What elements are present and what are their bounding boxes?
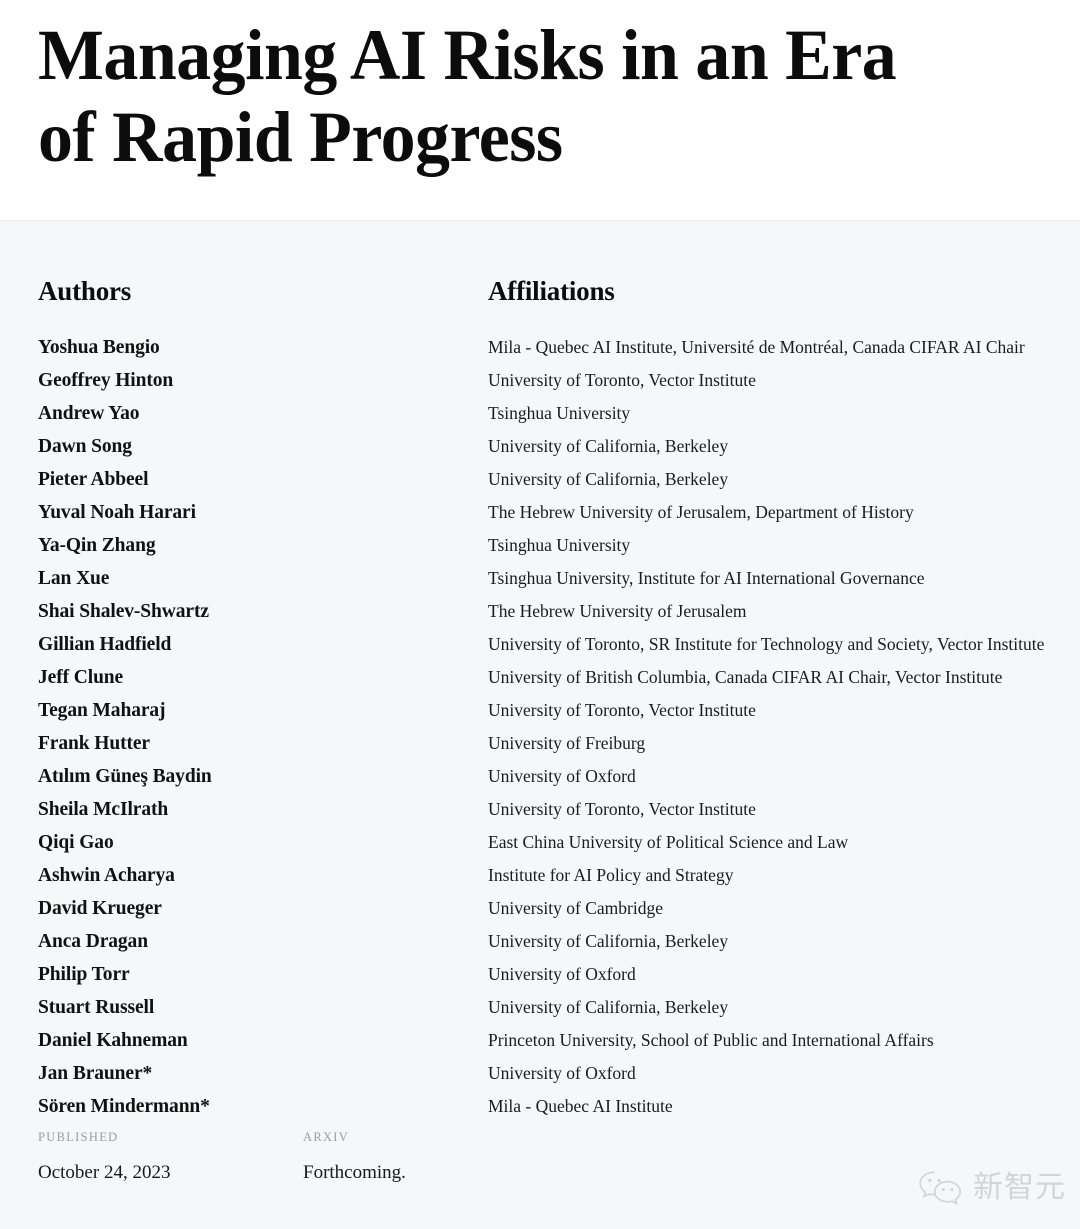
author-name: Andrew Yao [38,403,140,424]
author-affiliation: University of Freiburg [488,733,646,753]
paper-metadata: PUBLISHED October 24, 2023 ARXIV Forthco… [38,1129,1042,1185]
author-affiliation: University of Oxford [488,1063,636,1083]
author-affiliation: Princeton University, School of Public a… [488,1030,934,1050]
author-name: Yoshua Bengio [38,337,160,358]
author-name: Daniel Kahneman [38,1030,188,1051]
author-name: Philip Torr [38,964,130,985]
author-row: Ya-Qin Zhang Tsinghua University [38,529,1042,562]
author-row: Gillian Hadfield University of Toronto, S… [38,628,1045,661]
author-row: Atılım Güneş Baydin University of Oxford [38,760,1042,793]
author-name: Gillian Hadfield [38,634,172,655]
authors-column-heading: Authors [38,276,132,306]
author-affiliation: University of British Columbia, Canada C… [488,667,1003,687]
author-affiliation: University of Toronto, Vector Institute [488,370,756,390]
arxiv-block: ARXIV Forthcoming. [303,1129,406,1185]
author-name: Sheila McIlrath [38,799,169,820]
author-row: Sheila McIlrath University of Toronto, Ve… [38,793,1042,826]
author-name: Stuart Russell [38,997,155,1018]
author-affiliation: University of California, Berkeley [488,436,729,456]
author-name: Shai Shalev-Shwartz [38,601,209,622]
author-name: Sören Mindermann* [38,1096,210,1117]
author-name: Dawn Song [38,436,132,457]
author-row: Yoshua Bengio Mila - Quebec AI Institute,… [38,331,1042,364]
author-row: David Krueger University of Cambridge [38,892,1042,925]
author-name: Qiqi Gao [38,832,114,853]
published-label: PUBLISHED [38,1130,119,1144]
author-affiliation: Tsinghua University [488,535,631,555]
author-affiliation: University of Cambridge [488,898,663,918]
author-name: David Krueger [38,898,162,919]
author-name: Geoffrey Hinton [38,370,174,391]
author-name: Frank Hutter [38,733,150,754]
author-name: Tegan Maharaj [38,700,166,721]
published-block: PUBLISHED October 24, 2023 [38,1129,303,1185]
column-headings: Authors Affiliations [38,221,1042,307]
author-name: Anca Dragan [38,931,148,952]
author-affiliation: University of Toronto, Vector Institute [488,700,756,720]
author-name: Ya-Qin Zhang [38,535,156,556]
author-affiliation: University of California, Berkeley [488,931,729,951]
arxiv-label: ARXIV [303,1130,350,1144]
author-row: Daniel Kahneman Princeton University, Sch… [38,1024,1042,1057]
author-row: Stuart Russell University of California, … [38,991,1042,1024]
author-affiliation: Tsinghua University, Institute for AI In… [488,568,925,588]
author-list: Yoshua Bengio Mila - Quebec AI Institute,… [38,307,1045,1123]
author-affiliation: East China University of Political Scien… [488,832,849,852]
author-row: Shai Shalev-Shwartz The Hebrew University… [38,595,1042,628]
arxiv-value: Forthcoming. [303,1162,406,1183]
author-affiliation: Mila - Quebec AI Institute, Université d… [488,337,1025,357]
author-affiliation: University of Oxford [488,766,636,786]
author-row: Andrew Yao Tsinghua University [38,397,1042,430]
author-row: Philip Torr University of Oxford [38,958,1042,991]
author-row: Pieter Abbeel University of California, B… [38,463,1042,496]
author-row: Frank Hutter University of Freiburg [38,727,1042,760]
affiliations-column-heading: Affiliations [488,276,615,306]
author-affiliation: Institute for AI Policy and Strategy [488,865,734,885]
author-name: Lan Xue [38,568,110,589]
page-title: Managing AI Risks in an Era of Rapid Pro… [38,15,897,177]
author-affiliation: Mila - Quebec AI Institute [488,1096,673,1116]
author-affiliation: University of Toronto, Vector Institute [488,799,756,819]
author-affiliation: The Hebrew University of Jerusalem, Depa… [488,502,914,522]
author-name: Jan Brauner* [38,1063,153,1084]
author-row: Yuval Noah Harari The Hebrew University o… [38,496,1042,529]
author-row: Jan Brauner* University of Oxford [38,1057,1042,1090]
author-affiliation: University of Toronto, SR Institute for … [488,634,1045,654]
author-affiliation: Tsinghua University [488,403,631,423]
author-name: Jeff Clune [38,667,124,688]
author-row: Dawn Song University of California, Berke… [38,430,1042,463]
author-row: Ashwin Acharya Institute for AI Policy an… [38,859,1042,892]
author-name: Atılım Güneş Baydin [38,766,212,787]
author-row: Tegan Maharaj University of Toronto, Vect… [38,694,1042,727]
author-row: Geoffrey Hinton University of Toronto, Ve… [38,364,1042,397]
author-row: Qiqi Gao East China University of Politic… [38,826,1042,859]
author-name: Yuval Noah Harari [38,502,196,523]
published-value: October 24, 2023 [38,1162,171,1183]
author-affiliation: University of Oxford [488,964,636,984]
authors-affiliations-panel: Authors Affiliations Yoshua Bengio Mila -… [0,221,1080,1229]
author-name: Pieter Abbeel [38,469,149,490]
author-affiliation: University of California, Berkeley [488,997,729,1017]
author-row: Lan Xue Tsinghua University, Institute fo… [38,562,1042,595]
paper-header: Managing AI Risks in an Era of Rapid Pro… [0,0,1080,221]
author-row: Sören Mindermann* Mila - Quebec AI Instit… [38,1090,1042,1123]
author-row: Anca Dragan University of California, Ber… [38,925,1042,958]
author-row: Jeff Clune University of British Columbia… [38,661,1042,694]
author-affiliation: The Hebrew University of Jerusalem [488,601,747,621]
author-name: Ashwin Acharya [38,865,175,886]
author-affiliation: University of California, Berkeley [488,469,729,489]
